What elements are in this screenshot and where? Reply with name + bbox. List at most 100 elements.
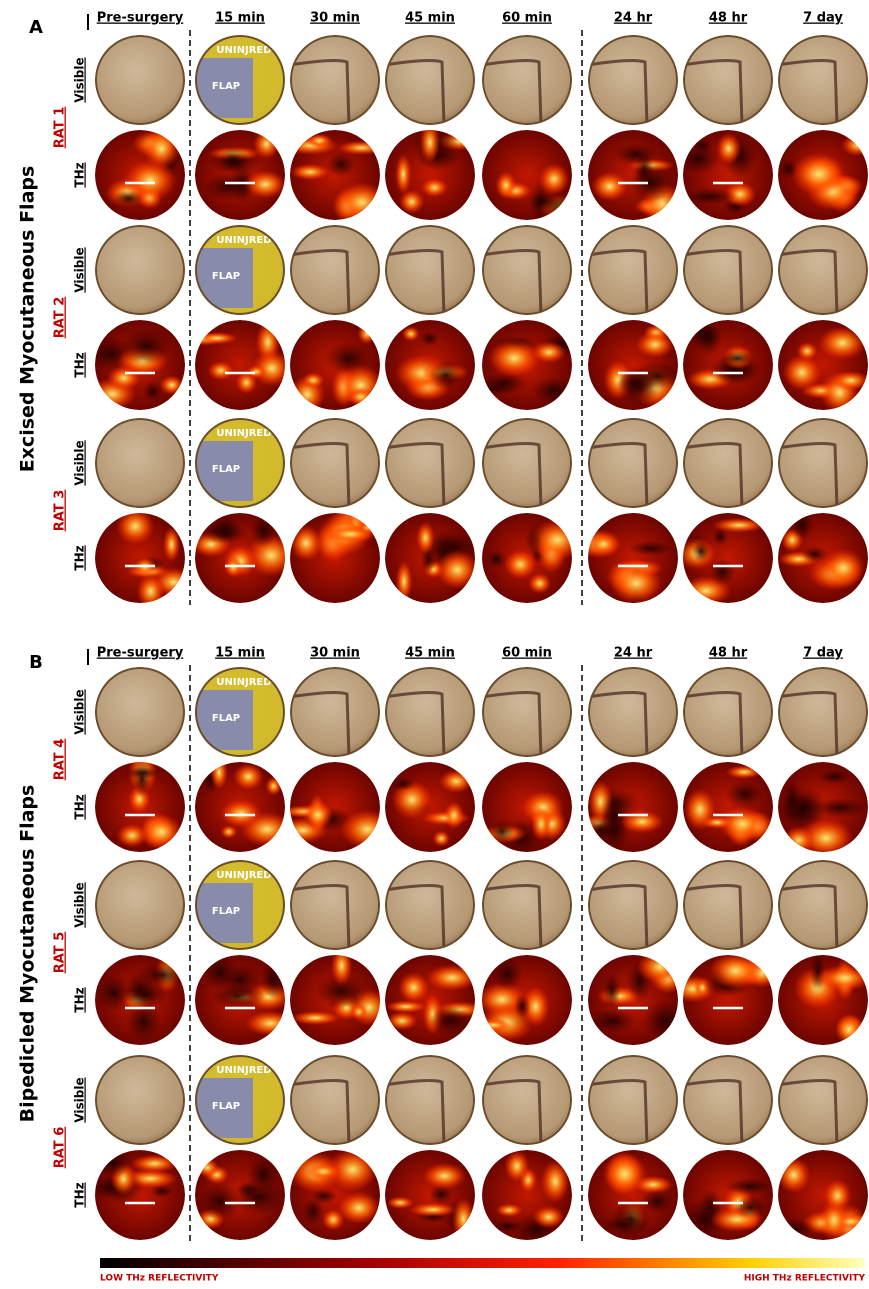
overlay-label: FLAP: [212, 271, 240, 282]
hot-spot: [396, 561, 413, 602]
visible-image: [588, 418, 678, 508]
hot-spot: [265, 777, 281, 796]
column-header: 30 min: [310, 646, 360, 661]
hot-spot: [530, 519, 584, 561]
thz-image: [95, 955, 189, 1045]
cold-spot: [261, 959, 287, 999]
cold-spot: [817, 769, 851, 784]
visible-image: [482, 225, 572, 315]
column-header: 15 min: [215, 11, 265, 26]
hot-spot: [220, 799, 262, 827]
hot-spot: [302, 372, 324, 388]
row-label: THz: [73, 1182, 87, 1207]
visible-image: [95, 35, 185, 125]
thz-image: [778, 949, 869, 1049]
row-label: Visible: [73, 247, 87, 292]
hot-spot: [832, 371, 869, 391]
hot-spot: [423, 1163, 467, 1189]
visible-image: [95, 225, 185, 315]
hot-spot: [436, 550, 479, 589]
thz-image: [191, 513, 296, 603]
hot-spot: [336, 182, 387, 223]
thz-image: [778, 320, 869, 414]
panel-title: Excised Myocutaneous Flaps: [17, 166, 39, 473]
visible-image: [683, 860, 773, 950]
cold-spot: [390, 777, 416, 791]
thz-image: [467, 320, 583, 410]
cold-spot: [540, 190, 581, 230]
visible-image: [290, 1055, 380, 1145]
hot-spot: [444, 801, 465, 829]
thz-image: [588, 950, 688, 1045]
thz-image: [195, 129, 286, 220]
cold-spot: [481, 373, 527, 393]
visible-image: [588, 667, 678, 757]
hot-spot: [684, 789, 716, 831]
hot-spot: [210, 755, 228, 789]
thz-image: [283, 130, 388, 223]
visible-image: [385, 1055, 475, 1145]
cold-spot: [486, 550, 507, 569]
overlay-label: FLAP: [212, 81, 240, 92]
column-header: 24 hr: [614, 646, 653, 661]
hot-spot: [416, 522, 435, 554]
visible-image: [290, 35, 380, 125]
hot-spot: [117, 823, 148, 847]
column-header: 48 hr: [709, 11, 748, 26]
hot-spot: [718, 807, 767, 841]
thz-image: [189, 320, 291, 410]
thz-image: [290, 946, 389, 1045]
visible-image: UNINJREDFLAP: [195, 35, 285, 125]
thz-image: [778, 130, 869, 220]
cold-spot: [725, 1178, 776, 1195]
row-label: Visible: [73, 57, 87, 102]
row-label: THz: [73, 162, 87, 187]
visible-image: [290, 418, 380, 508]
hot-spot: [337, 141, 386, 155]
thz-image: [683, 320, 773, 410]
hot-spot: [197, 332, 238, 345]
rat-label: RAT 1: [53, 107, 68, 149]
hot-spot: [495, 171, 516, 199]
rat-label: RAT 3: [53, 490, 68, 532]
cold-spot: [589, 1008, 635, 1033]
hot-spot: [504, 550, 536, 580]
rat-label: RAT 2: [53, 297, 68, 339]
hot-spot: [637, 950, 683, 983]
cold-spot: [781, 788, 827, 828]
cold-spot: [142, 380, 163, 402]
panel-label: B: [29, 652, 43, 673]
thz-image: [195, 1150, 285, 1240]
cold-spot: [771, 1219, 815, 1238]
hot-spot: [347, 388, 374, 406]
cold-spot: [611, 1199, 651, 1238]
hot-spot: [528, 573, 551, 594]
hot-spot: [290, 525, 322, 562]
hot-spot: [290, 164, 330, 180]
visible-image: [683, 35, 773, 125]
hot-spot: [712, 518, 766, 533]
overlay-label: FLAP: [212, 713, 240, 724]
hot-spot: [420, 122, 440, 163]
thz-image: [588, 320, 681, 410]
hot-spot: [116, 508, 155, 545]
visible-image: [778, 1055, 868, 1145]
hot-spot: [603, 1152, 647, 1195]
thz-image: [678, 130, 773, 220]
visible-image: [385, 667, 475, 757]
cold-spot: [532, 377, 575, 405]
visible-image: [482, 35, 572, 125]
visible-image: [683, 1055, 773, 1145]
hot-spot: [322, 1209, 344, 1230]
thz-image: [385, 955, 484, 1045]
row-label: THz: [73, 794, 87, 819]
hot-spot: [782, 826, 814, 854]
overlay-label: UNINJRED: [216, 428, 271, 439]
hot-spot: [610, 563, 663, 604]
hot-spot: [818, 326, 866, 360]
visible-image: [588, 1055, 678, 1145]
hot-spot: [452, 1198, 475, 1241]
cold-spot: [420, 331, 439, 346]
cold-spot: [201, 522, 247, 544]
